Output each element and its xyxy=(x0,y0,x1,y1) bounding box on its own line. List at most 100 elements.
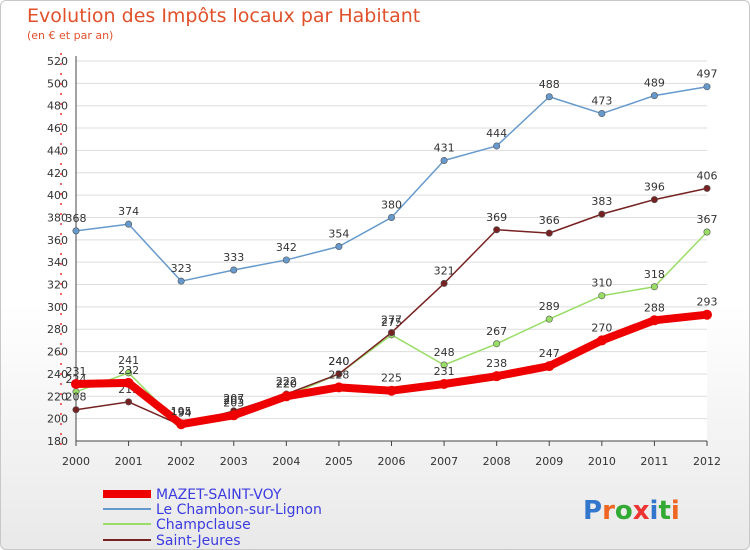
x-tick-label: 2002 xyxy=(167,455,195,468)
y-tick-label: 340 xyxy=(47,256,68,269)
data-point xyxy=(230,266,238,274)
data-label: 267 xyxy=(486,325,507,338)
x-tick-label: 2006 xyxy=(378,455,406,468)
data-point xyxy=(177,277,185,285)
data-point xyxy=(649,315,660,326)
data-label: 288 xyxy=(644,301,665,314)
data-label: 489 xyxy=(644,77,665,90)
data-label: 228 xyxy=(328,368,349,381)
data-point xyxy=(703,83,711,91)
y-tick-label: 260 xyxy=(47,346,68,359)
y-tick-label: 300 xyxy=(47,301,68,314)
data-point xyxy=(72,406,80,414)
data-label: 205 xyxy=(223,394,244,407)
data-point xyxy=(703,228,711,236)
data-label: 396 xyxy=(644,181,665,194)
data-point xyxy=(545,315,553,323)
data-label: 270 xyxy=(591,321,612,334)
data-label: 342 xyxy=(276,241,297,254)
logo-letter: o xyxy=(615,496,633,526)
data-label: 488 xyxy=(539,78,560,91)
logo-letter: t xyxy=(658,496,670,526)
data-point xyxy=(544,361,555,372)
data-point xyxy=(650,283,658,291)
data-label: 195 xyxy=(171,405,192,418)
data-point xyxy=(440,279,448,287)
y-tick-label: 420 xyxy=(47,167,68,180)
data-label: 220 xyxy=(276,377,297,390)
data-label: 318 xyxy=(644,268,665,281)
data-point xyxy=(71,379,81,389)
data-label: 354 xyxy=(328,228,349,241)
data-point xyxy=(125,398,133,406)
data-label: 240 xyxy=(328,355,349,368)
data-label: 277 xyxy=(381,314,402,327)
y-tick-label: 320 xyxy=(47,279,68,292)
data-point xyxy=(123,377,134,388)
logo-letter: i xyxy=(650,496,659,526)
data-label: 367 xyxy=(697,213,718,226)
data-point xyxy=(439,379,450,389)
y-tick-label: 500 xyxy=(47,77,68,90)
x-tick-label: 2011 xyxy=(640,455,668,468)
y-tick-label: 220 xyxy=(47,390,68,403)
data-point xyxy=(333,382,344,393)
data-point xyxy=(650,92,658,100)
data-point xyxy=(72,227,80,235)
chart-title: Evolution des Impôts locaux par Habitant xyxy=(27,5,421,27)
x-tick-label: 2009 xyxy=(535,455,563,468)
x-tick-label: 2000 xyxy=(62,455,90,468)
x-tick-label: 2004 xyxy=(272,455,300,468)
data-point xyxy=(125,369,133,377)
data-label: 248 xyxy=(434,346,455,359)
logo-letter: r xyxy=(602,496,615,526)
x-tick-label: 2003 xyxy=(220,455,248,468)
x-tick-label: 2012 xyxy=(693,455,721,468)
data-label: 380 xyxy=(381,198,402,211)
y-tick-label: 380 xyxy=(47,211,68,224)
plot-area xyxy=(76,61,707,441)
x-tick-label: 2010 xyxy=(588,455,616,468)
data-label: 368 xyxy=(66,212,87,225)
data-label: 207 xyxy=(223,392,244,405)
data-label: 232 xyxy=(118,364,139,377)
data-point xyxy=(281,391,292,402)
x-tick-label: 2007 xyxy=(430,455,458,468)
data-point xyxy=(386,385,397,396)
data-label: 431 xyxy=(434,141,455,154)
y-tick-label: 440 xyxy=(47,144,68,157)
proxiti-logo: Proxiti xyxy=(583,496,680,526)
data-point xyxy=(335,243,343,251)
data-point xyxy=(703,184,711,192)
data-label: 406 xyxy=(697,169,718,182)
data-label: 238 xyxy=(486,357,507,370)
logo-letter: P xyxy=(583,496,602,526)
data-point xyxy=(596,335,607,346)
data-label: 231 xyxy=(66,365,87,378)
data-label: 220 xyxy=(276,377,297,390)
data-label: 231 xyxy=(434,365,455,378)
data-point xyxy=(228,410,239,421)
data-label: 333 xyxy=(223,251,244,264)
data-label: 225 xyxy=(381,372,402,385)
data-label: 293 xyxy=(697,296,718,309)
data-point xyxy=(545,93,553,101)
y-tick-label: 240 xyxy=(47,368,68,381)
data-point xyxy=(598,210,606,218)
data-label: 444 xyxy=(486,127,507,140)
data-point xyxy=(387,329,395,337)
data-label: 366 xyxy=(539,214,560,227)
data-label: 222 xyxy=(276,375,297,388)
data-point xyxy=(335,370,343,378)
data-label: 203 xyxy=(223,396,244,409)
data-label: 241 xyxy=(118,354,139,367)
y-tick-label: 460 xyxy=(47,122,68,135)
x-tick-label: 2008 xyxy=(483,455,511,468)
data-point xyxy=(650,196,658,204)
data-point xyxy=(493,340,501,348)
y-tick-label: 200 xyxy=(47,413,68,426)
data-point xyxy=(125,220,133,228)
data-label: 369 xyxy=(486,211,507,224)
